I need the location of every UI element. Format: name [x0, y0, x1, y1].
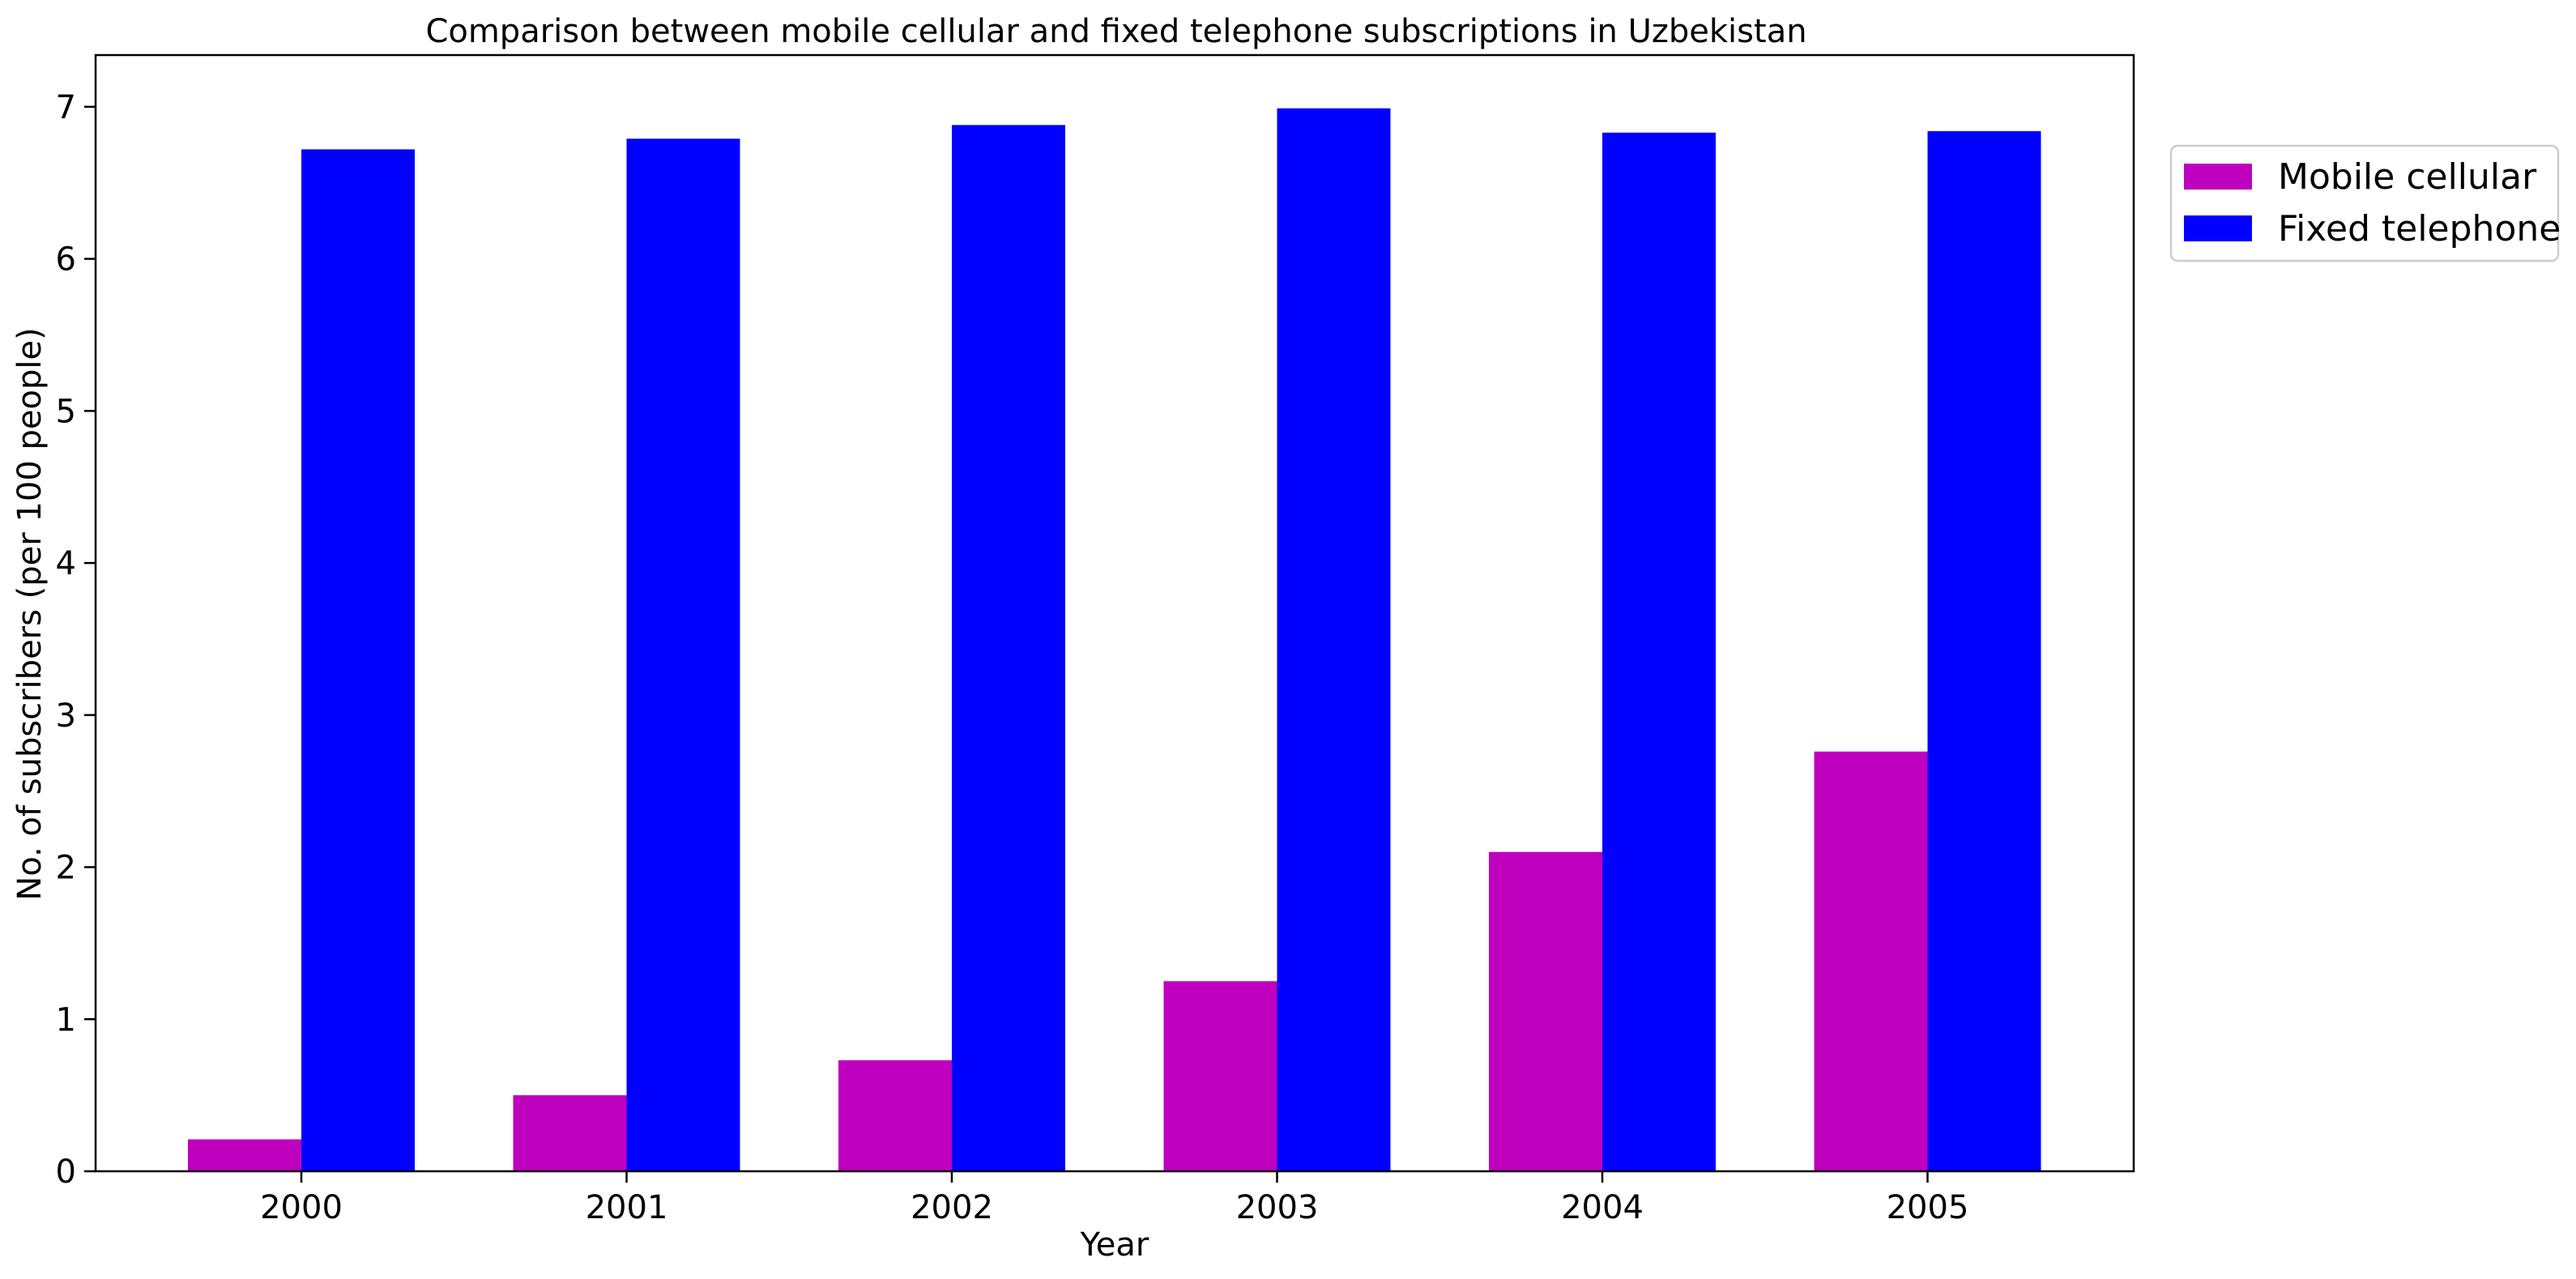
legend: Mobile cellular Fixed telephone: [2169, 144, 2561, 262]
bar-fixed-telephone-2005: [1927, 130, 2041, 1171]
x-axis-label: Year: [1080, 1226, 1149, 1264]
bars: [188, 108, 2041, 1172]
bar-mobile-cellular-2005: [1814, 751, 1928, 1171]
bar-fixed-telephone-2001: [626, 139, 740, 1172]
bar-mobile-cellular-2001: [513, 1095, 627, 1171]
legend-label-mobile-cellular: Mobile cellular: [2278, 156, 2537, 198]
y-tick-label: 3: [56, 697, 76, 735]
bar-fixed-telephone-2000: [301, 149, 415, 1171]
x-axis-ticks: 2000 2001 2002 2003 2004 2005: [260, 1171, 1968, 1226]
bar-fixed-telephone-2004: [1602, 132, 1716, 1172]
chart-title: Comparison between mobile cellular and f…: [425, 13, 1806, 50]
legend-label-fixed-telephone: Fixed telephone: [2278, 208, 2561, 249]
bar-fixed-telephone-2002: [952, 125, 1065, 1172]
y-tick-label: 5: [56, 393, 76, 430]
x-tick-label: 2001: [586, 1189, 668, 1226]
y-tick-label: 0: [56, 1153, 76, 1191]
y-axis-ticks: 0 1 2 3 4 5 6 7: [56, 89, 96, 1191]
y-tick-label: 7: [56, 89, 76, 126]
y-tick-label: 2: [56, 850, 76, 887]
bar-mobile-cellular-2000: [188, 1139, 301, 1171]
x-tick-label: 2000: [260, 1189, 343, 1226]
x-tick-label: 2002: [911, 1189, 993, 1226]
x-tick-label: 2005: [1887, 1189, 1969, 1226]
plot-frame: [94, 53, 2135, 1173]
bar-mobile-cellular-2004: [1489, 851, 1602, 1171]
legend-swatch-mobile-cellular: [2184, 164, 2252, 190]
y-tick-label: 6: [56, 241, 76, 279]
legend-box: [2169, 144, 2560, 262]
bar-mobile-cellular-2002: [838, 1059, 952, 1171]
x-tick-label: 2003: [1236, 1189, 1319, 1226]
x-tick-label: 2004: [1561, 1189, 1644, 1226]
y-axis-label: No. of subscribers (per 100 people): [11, 327, 49, 900]
legend-swatch-fixed-telephone: [2184, 215, 2252, 241]
bar-fixed-telephone-2003: [1277, 108, 1391, 1171]
y-tick-label: 1: [56, 1001, 76, 1038]
bar-mobile-cellular-2003: [1163, 981, 1277, 1171]
y-tick-label: 4: [56, 545, 76, 582]
